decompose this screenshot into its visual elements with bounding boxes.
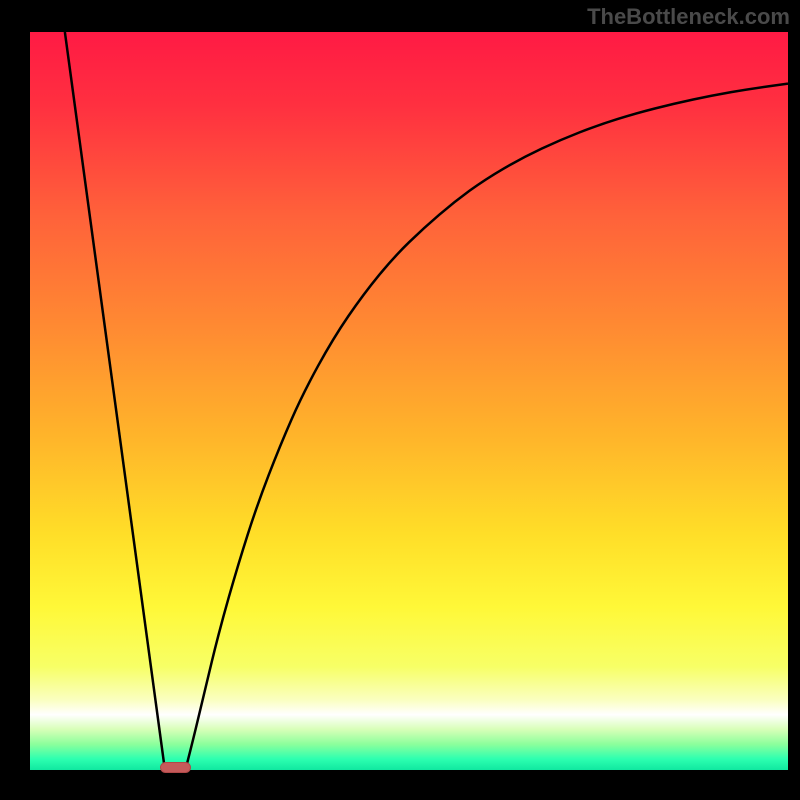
gradient-background bbox=[30, 32, 788, 770]
bottleneck-marker bbox=[160, 762, 192, 773]
chart-svg bbox=[30, 32, 788, 770]
plot-area bbox=[30, 32, 788, 770]
watermark-text: TheBottleneck.com bbox=[587, 4, 790, 30]
